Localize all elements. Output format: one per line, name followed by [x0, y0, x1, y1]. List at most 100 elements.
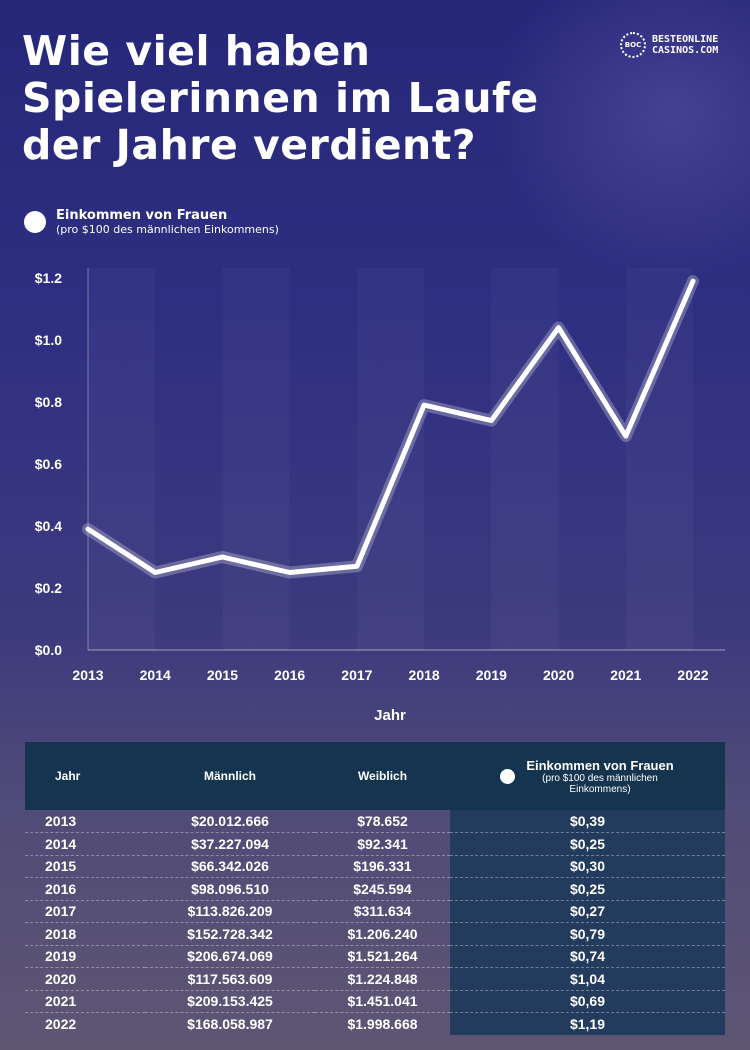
cell-male: $168.058.987: [187, 1016, 273, 1032]
data-point: [422, 403, 427, 408]
y-tick-label: $1.2: [35, 270, 62, 286]
y-tick-label: $0.8: [35, 394, 62, 410]
cell-year: 2018: [25, 922, 145, 946]
cell-female: $1.521.264: [315, 945, 450, 968]
x-tick-label: 2013: [72, 667, 103, 683]
y-tick-label: $1.0: [35, 332, 62, 348]
cell-female: $1.206.240: [315, 922, 450, 946]
cell-male: $113.826.209: [145, 900, 315, 923]
x-tick-label: 2015: [207, 667, 238, 683]
cell-female: $1.224.848: [315, 967, 450, 991]
data-point: [691, 279, 695, 284]
column-band: [222, 268, 289, 650]
cell-ratio: $0,25: [450, 832, 725, 856]
y-tick-label: $0.2: [35, 580, 62, 596]
cell-year: 2016: [25, 877, 145, 901]
data-point: [287, 570, 292, 575]
table-row: 2014 $37.227.094 $92.341 $0,25: [25, 832, 725, 856]
cell-male: $98.096.510: [145, 877, 315, 901]
cell-year: 2015: [25, 855, 145, 878]
x-tick-label: 2018: [409, 667, 440, 683]
table-row: 2022 $168.058.987 $1.998.668 $1,19: [25, 1012, 725, 1035]
data-point: [220, 555, 225, 559]
header-ratio: Einkommen von Frauen (pro $100 des männl…: [450, 742, 725, 810]
x-tick-label: 2019: [476, 667, 507, 683]
cell-female: $78.652: [315, 810, 450, 833]
legend-label: Einkommen von Frauen: [56, 208, 228, 223]
cell-male: $20.012.666: [145, 810, 315, 833]
cell-female: $1.998.668: [347, 1016, 418, 1032]
table-row: 2017 $113.826.209 $311.634 $0,27: [25, 900, 725, 923]
y-tick-label: $0.0: [35, 642, 62, 658]
header-female: Weiblich: [315, 742, 450, 810]
table-row: 2018 $152.728.342 $1.206.240 $0,79: [25, 922, 725, 946]
cell-year: 2021: [25, 990, 145, 1013]
data-table: Jahr Männlich Weiblich Einkommen von Fra…: [25, 742, 725, 1035]
x-axis-title: Jahr: [374, 707, 406, 724]
data-point: [153, 570, 158, 575]
cell-year: 2019: [25, 945, 145, 968]
series-line: [85, 278, 696, 575]
legend-dot-icon: [24, 211, 46, 233]
x-tick-label: 2014: [140, 667, 171, 683]
header-ratio-sub: (pro $100 des männlichen Einkommens): [542, 772, 658, 795]
cell-male: $152.728.342: [145, 922, 315, 946]
column-band: [357, 268, 424, 650]
table-row: 2013 $20.012.666 $78.652 $0,39: [25, 810, 725, 833]
cell-year: 2020: [25, 967, 145, 991]
header-ratio-title: Einkommen von Frauen: [526, 757, 674, 773]
data-point: [489, 418, 494, 423]
cell-male: $37.227.094: [145, 832, 315, 856]
column-band: [88, 268, 155, 650]
x-tick-label: 2016: [274, 667, 305, 683]
cell-female: $92.341: [315, 832, 450, 856]
table-row: 2020 $117.563.609 $1.224.848 $1,04: [25, 967, 725, 991]
x-tick-label: 2017: [341, 667, 372, 683]
table-row: 2019 $206.674.069 $1.521.264 $0,74: [25, 945, 725, 968]
logo-seal-icon: BOC: [620, 32, 646, 58]
column-band: [491, 268, 558, 650]
cell-ratio: $0,30: [450, 855, 725, 878]
data-point: [354, 564, 359, 569]
line-chart: $0.0 $0.2 $0.4 $0.6 $0.8 $1.0 $1.2 2013 2014 2015…: [0, 0, 750, 740]
cell-year: 2022: [45, 1016, 77, 1032]
cell-female: $1.451.041: [315, 990, 450, 1013]
column-band: [626, 268, 693, 650]
x-tick-label: 2020: [543, 667, 574, 683]
cell-male: $209.153.425: [145, 990, 315, 1013]
cell-year: 2014: [25, 832, 145, 856]
header-year: Jahr: [25, 742, 145, 810]
page-title: Wie viel haben Spielerinnen im Laufe der…: [22, 27, 539, 169]
cell-year: 2017: [25, 900, 145, 923]
table-row: 2016 $98.096.510 $245.594 $0,25: [25, 877, 725, 901]
cell-ratio: $0,25: [450, 877, 725, 901]
cell-ratio: $1,04: [450, 967, 725, 991]
x-tick-label: 2021: [610, 667, 641, 683]
cell-female: $196.331: [315, 855, 450, 878]
x-tick-label: 2022: [677, 667, 708, 683]
table-row: 2015 $66.342.026 $196.331 $0,30: [25, 855, 725, 878]
cell-ratio: $0,27: [450, 900, 725, 923]
y-tick-label: $0.4: [35, 518, 62, 534]
cell-ratio: $0,74: [450, 945, 725, 968]
logo-line1: BESTEONLINE: [652, 34, 719, 45]
cell-ratio: $0,69: [450, 990, 725, 1013]
cell-female: $311.634: [315, 900, 450, 923]
cell-male: $117.563.609: [145, 967, 315, 991]
legend-dot-icon: [500, 768, 515, 784]
cell-ratio: $1,19: [450, 1012, 725, 1035]
cell-ratio: $0,39: [450, 810, 725, 833]
table-row: 2021 $209.153.425 $1.451.041 $0,69: [25, 990, 725, 1013]
cell-year: 2013: [25, 810, 145, 833]
cell-ratio: $0,79: [450, 922, 725, 946]
data-point: [623, 434, 628, 439]
cell-female: $245.594: [315, 877, 450, 901]
cell-male: $66.342.026: [145, 855, 315, 878]
data-point: [86, 527, 90, 532]
cell-male: $206.674.069: [145, 945, 315, 968]
logo: BOC BESTEONLINE CASINOS.COM: [620, 32, 718, 58]
chart-legend: Einkommen von Frauen (pro $100 des männl…: [24, 208, 279, 236]
header-male: Männlich: [145, 742, 315, 810]
logo-line2: CASINOS.COM: [652, 45, 719, 56]
legend-sublabel: (pro $100 des männlichen Einkommens): [56, 223, 279, 236]
